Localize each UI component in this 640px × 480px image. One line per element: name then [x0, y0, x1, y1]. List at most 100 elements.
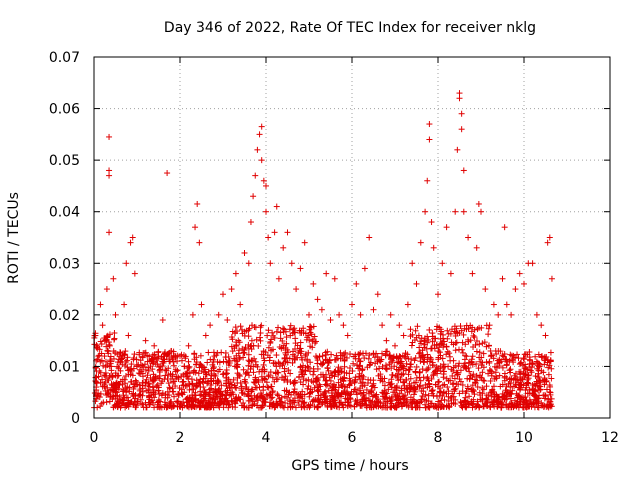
data-point [536, 363, 543, 370]
data-point [508, 311, 515, 318]
data-point [225, 401, 232, 408]
data-point [106, 167, 113, 174]
data-point [313, 375, 320, 382]
data-point [252, 374, 259, 381]
data-point [476, 324, 483, 331]
data-point [172, 383, 179, 390]
data-point [205, 368, 212, 375]
data-point [154, 381, 161, 388]
x-tick-label: 4 [262, 430, 271, 446]
data-point [111, 329, 118, 336]
data-point [235, 337, 242, 344]
data-point [520, 396, 527, 403]
data-point [357, 376, 364, 383]
data-point [440, 374, 447, 381]
data-point [483, 383, 490, 390]
data-point [267, 260, 274, 267]
data-point [439, 331, 446, 338]
data-point [223, 380, 230, 387]
data-point [257, 404, 264, 411]
data-point [228, 381, 235, 388]
data-point [408, 361, 415, 368]
data-point [291, 329, 298, 336]
data-point [457, 323, 464, 330]
data-point [535, 370, 542, 377]
data-point [466, 368, 473, 375]
data-point [424, 366, 431, 373]
x-tick-label: 8 [434, 430, 443, 446]
data-point [317, 360, 324, 367]
data-point [471, 391, 478, 398]
data-point [297, 364, 304, 371]
data-point [449, 381, 456, 388]
data-point [447, 377, 454, 384]
data-point [309, 388, 316, 395]
data-point [417, 354, 424, 361]
data-point [450, 367, 457, 374]
data-point [293, 286, 300, 293]
data-point [310, 368, 317, 375]
data-point [369, 383, 376, 390]
data-point [521, 356, 528, 363]
data-point [400, 332, 407, 339]
data-point [491, 375, 498, 382]
data-point [473, 360, 480, 367]
data-point [146, 353, 153, 360]
data-point [429, 387, 436, 394]
data-point [399, 403, 406, 410]
data-point [470, 332, 477, 339]
data-point [240, 366, 247, 373]
data-point [182, 353, 189, 360]
data-point [282, 399, 289, 406]
data-point [341, 353, 348, 360]
data-point [170, 379, 177, 386]
data-point [468, 400, 475, 407]
data-point [285, 367, 292, 374]
data-point [529, 401, 536, 408]
data-point [403, 402, 410, 409]
chart-title: Day 346 of 2022, Rate Of TEC Index for r… [164, 20, 536, 36]
data-point [385, 386, 392, 393]
data-point [476, 341, 483, 348]
data-point [245, 345, 252, 352]
data-point [347, 391, 354, 398]
data-point [317, 371, 324, 378]
data-point [291, 377, 298, 384]
data-point [378, 356, 385, 363]
data-point [110, 275, 117, 282]
data-point [252, 358, 259, 365]
data-point [482, 286, 489, 293]
data-point [363, 395, 370, 402]
data-point [529, 260, 536, 267]
data-point [149, 384, 156, 391]
y-tick-label: 0 [71, 411, 80, 427]
data-point [215, 368, 222, 375]
data-point [277, 329, 284, 336]
data-point [235, 371, 242, 378]
data-point [447, 330, 454, 337]
data-point [326, 374, 333, 381]
data-point [331, 275, 338, 282]
data-point [125, 367, 132, 374]
data-point [136, 351, 143, 358]
data-point [238, 387, 245, 394]
data-point [548, 375, 555, 382]
data-point [260, 387, 267, 394]
data-point [405, 366, 412, 373]
data-point [463, 404, 470, 411]
data-point [356, 358, 363, 365]
data-point [139, 373, 146, 380]
data-point [379, 322, 386, 329]
data-point [496, 372, 503, 379]
data-point [393, 403, 400, 410]
data-point [413, 280, 420, 287]
data-point [392, 372, 399, 379]
data-point [297, 330, 304, 337]
data-point [195, 399, 202, 406]
data-point [506, 357, 513, 364]
data-point [325, 367, 332, 374]
data-point [351, 386, 358, 393]
data-point [273, 203, 280, 210]
data-point [394, 383, 401, 390]
data-point [123, 394, 130, 401]
